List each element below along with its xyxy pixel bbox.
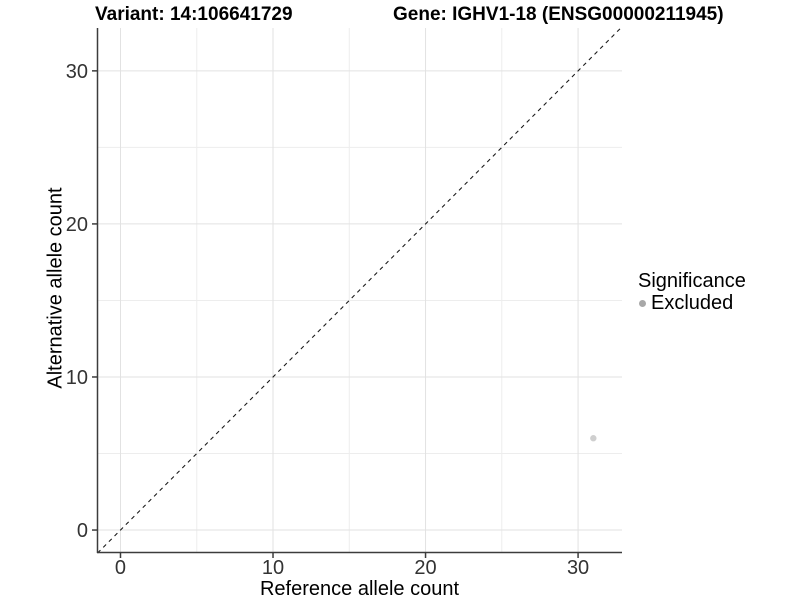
x-axis-title: Reference allele count — [259, 578, 459, 600]
y-tick-label-0: 0 — [77, 520, 88, 542]
legend-item: Excluded — [638, 291, 746, 314]
y-tick-label-30: 30 — [66, 61, 88, 83]
legend-item-label: Excluded — [651, 291, 734, 314]
y-tick-label-20: 20 — [66, 214, 88, 236]
legend-title: Significance — [638, 270, 746, 292]
x-tick-label-30: 30 — [567, 557, 589, 579]
gene-title: Gene: IGHV1-18 (ENSG00000211945) — [393, 4, 724, 25]
variant-title: Variant: 14:106641729 — [95, 4, 293, 25]
x-tick-label-10: 10 — [262, 557, 284, 579]
legend-point-marker-icon — [639, 299, 646, 307]
plot-panel: 0 10 20 30 0 10 20 30 — [66, 27, 622, 579]
x-tick-label-20: 20 — [414, 557, 436, 579]
x-tick-label-0: 0 — [115, 557, 126, 579]
y-axis-title: Alternative allele count — [44, 187, 67, 389]
legend: Significance Excluded — [638, 270, 746, 314]
identity-reference-line — [97, 27, 622, 554]
data-point-excluded — [590, 435, 597, 442]
y-tick-label-10: 10 — [66, 367, 88, 389]
